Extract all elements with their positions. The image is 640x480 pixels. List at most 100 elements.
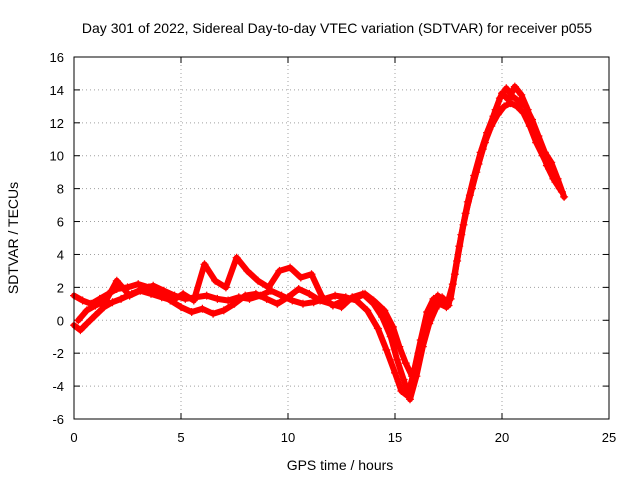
data-point [189,296,198,305]
data-point [78,296,87,305]
data-point [560,192,569,201]
data-point [147,289,155,298]
data-point [361,289,369,298]
data-point [530,128,539,137]
data-point [408,372,417,381]
data-point [498,89,506,98]
data-point [465,191,474,200]
data-point [296,273,305,282]
data-point [209,309,218,318]
data-point [406,395,414,404]
data-point [523,105,532,114]
y-tick-label: -2 [52,346,64,361]
data-point [82,306,91,315]
data-point [112,276,121,285]
data-point [369,296,378,305]
series-line [71,100,565,399]
data-point [373,324,382,333]
data-point [397,387,406,395]
data-point [339,296,348,305]
series-track-a [70,99,566,400]
data-point [328,301,337,310]
series-line [75,83,563,380]
chart-grid [74,57,609,419]
data-point [232,253,241,262]
data-point [542,161,551,170]
data-point [102,296,111,305]
data-point [478,145,487,154]
data-point [202,291,211,300]
data-point [453,257,462,265]
data-point [414,352,423,361]
data-point [318,293,327,302]
y-tick-label: 2 [57,280,64,295]
data-point [399,375,408,384]
y-tick-label: 0 [57,313,64,328]
data-point [219,306,228,315]
data-point [117,294,126,303]
data-point [136,286,145,295]
x-tick-label: 5 [177,430,184,445]
data-point [157,293,166,302]
y-tick-label: 14 [50,83,64,98]
data-point [230,299,239,308]
data-point [307,270,316,279]
x-tick-label: 10 [281,430,295,445]
data-point [76,326,85,335]
y-tick-label: 10 [50,149,64,164]
data-point [444,301,453,310]
data-point [177,303,185,312]
y-tick-label: -6 [52,412,64,427]
data-point [393,355,402,364]
y-axis-label: SDTVAR / TECUs [5,182,21,294]
data-point [91,301,100,310]
data-point [213,294,222,303]
data-point [388,322,397,331]
x-tick-label: 25 [602,430,616,445]
x-tick-labels: 0 5 10 15 20 25 [70,430,616,445]
data-point [502,84,511,93]
data-point [134,280,143,289]
data-point [433,291,442,300]
y-tick-labels: -6 -4 -2 0 2 4 6 8 10 12 14 16 [50,50,64,427]
y-tick-label: 4 [57,247,64,262]
y-tick-label: 12 [50,116,64,131]
data-point [243,266,252,275]
data-point [294,285,303,293]
series-track-c [74,82,564,381]
data-point [380,306,389,315]
data-point [500,102,509,111]
data-point [513,102,521,111]
x-axis-label: GPS time / hours [287,457,394,473]
data-point [401,359,410,368]
data-point [504,95,513,104]
y-tick-label: 16 [50,50,64,65]
data-point [264,283,273,292]
data-point [299,299,307,308]
data-point [549,174,558,183]
data-point [168,296,177,305]
data-point [251,289,260,298]
data-point [517,90,526,99]
data-point [446,294,455,303]
data-point [440,296,449,305]
data-point [421,329,429,338]
data-point [288,296,297,305]
data-point [485,125,494,134]
data-point [472,168,481,177]
series-track-b [70,84,569,404]
data-point [284,293,292,302]
data-point [491,105,500,114]
x-tick-label: 15 [388,430,402,445]
data-point [179,289,188,298]
data-point [224,296,233,305]
data-point [555,184,564,193]
data-point [221,283,230,292]
y-tick-label: 8 [57,182,64,197]
chart-title: Day 301 of 2022, Sidereal Day-to-day VTE… [82,20,592,36]
data-point [82,319,91,328]
data-point [262,294,271,303]
data-point [427,303,436,312]
data-point [91,311,100,320]
